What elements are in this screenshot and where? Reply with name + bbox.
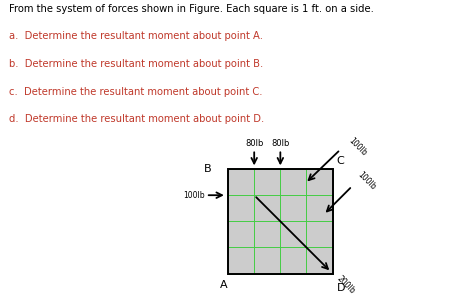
Text: b.  Determine the resultant moment about point B.: b. Determine the resultant moment about … xyxy=(9,59,263,69)
Text: 80lb: 80lb xyxy=(245,138,263,148)
Text: From the system of forces shown in Figure. Each square is 1 ft. on a side.: From the system of forces shown in Figur… xyxy=(9,4,374,14)
Text: D: D xyxy=(336,283,345,293)
Text: 200lb: 200lb xyxy=(335,274,357,295)
Text: A: A xyxy=(220,280,228,290)
Text: c.  Determine the resultant moment about point C.: c. Determine the resultant moment about … xyxy=(9,87,263,97)
Bar xyxy=(228,169,333,274)
Text: d.  Determine the resultant moment about point D.: d. Determine the resultant moment about … xyxy=(9,114,264,124)
Text: B: B xyxy=(203,164,211,174)
Text: 100lb: 100lb xyxy=(183,191,205,200)
Text: 80lb: 80lb xyxy=(271,138,290,148)
Text: 100lb: 100lb xyxy=(347,136,369,158)
Text: 100lb: 100lb xyxy=(356,170,378,192)
Text: a.  Determine the resultant moment about point A.: a. Determine the resultant moment about … xyxy=(9,31,263,41)
Text: C: C xyxy=(336,156,344,167)
Bar xyxy=(228,169,333,274)
